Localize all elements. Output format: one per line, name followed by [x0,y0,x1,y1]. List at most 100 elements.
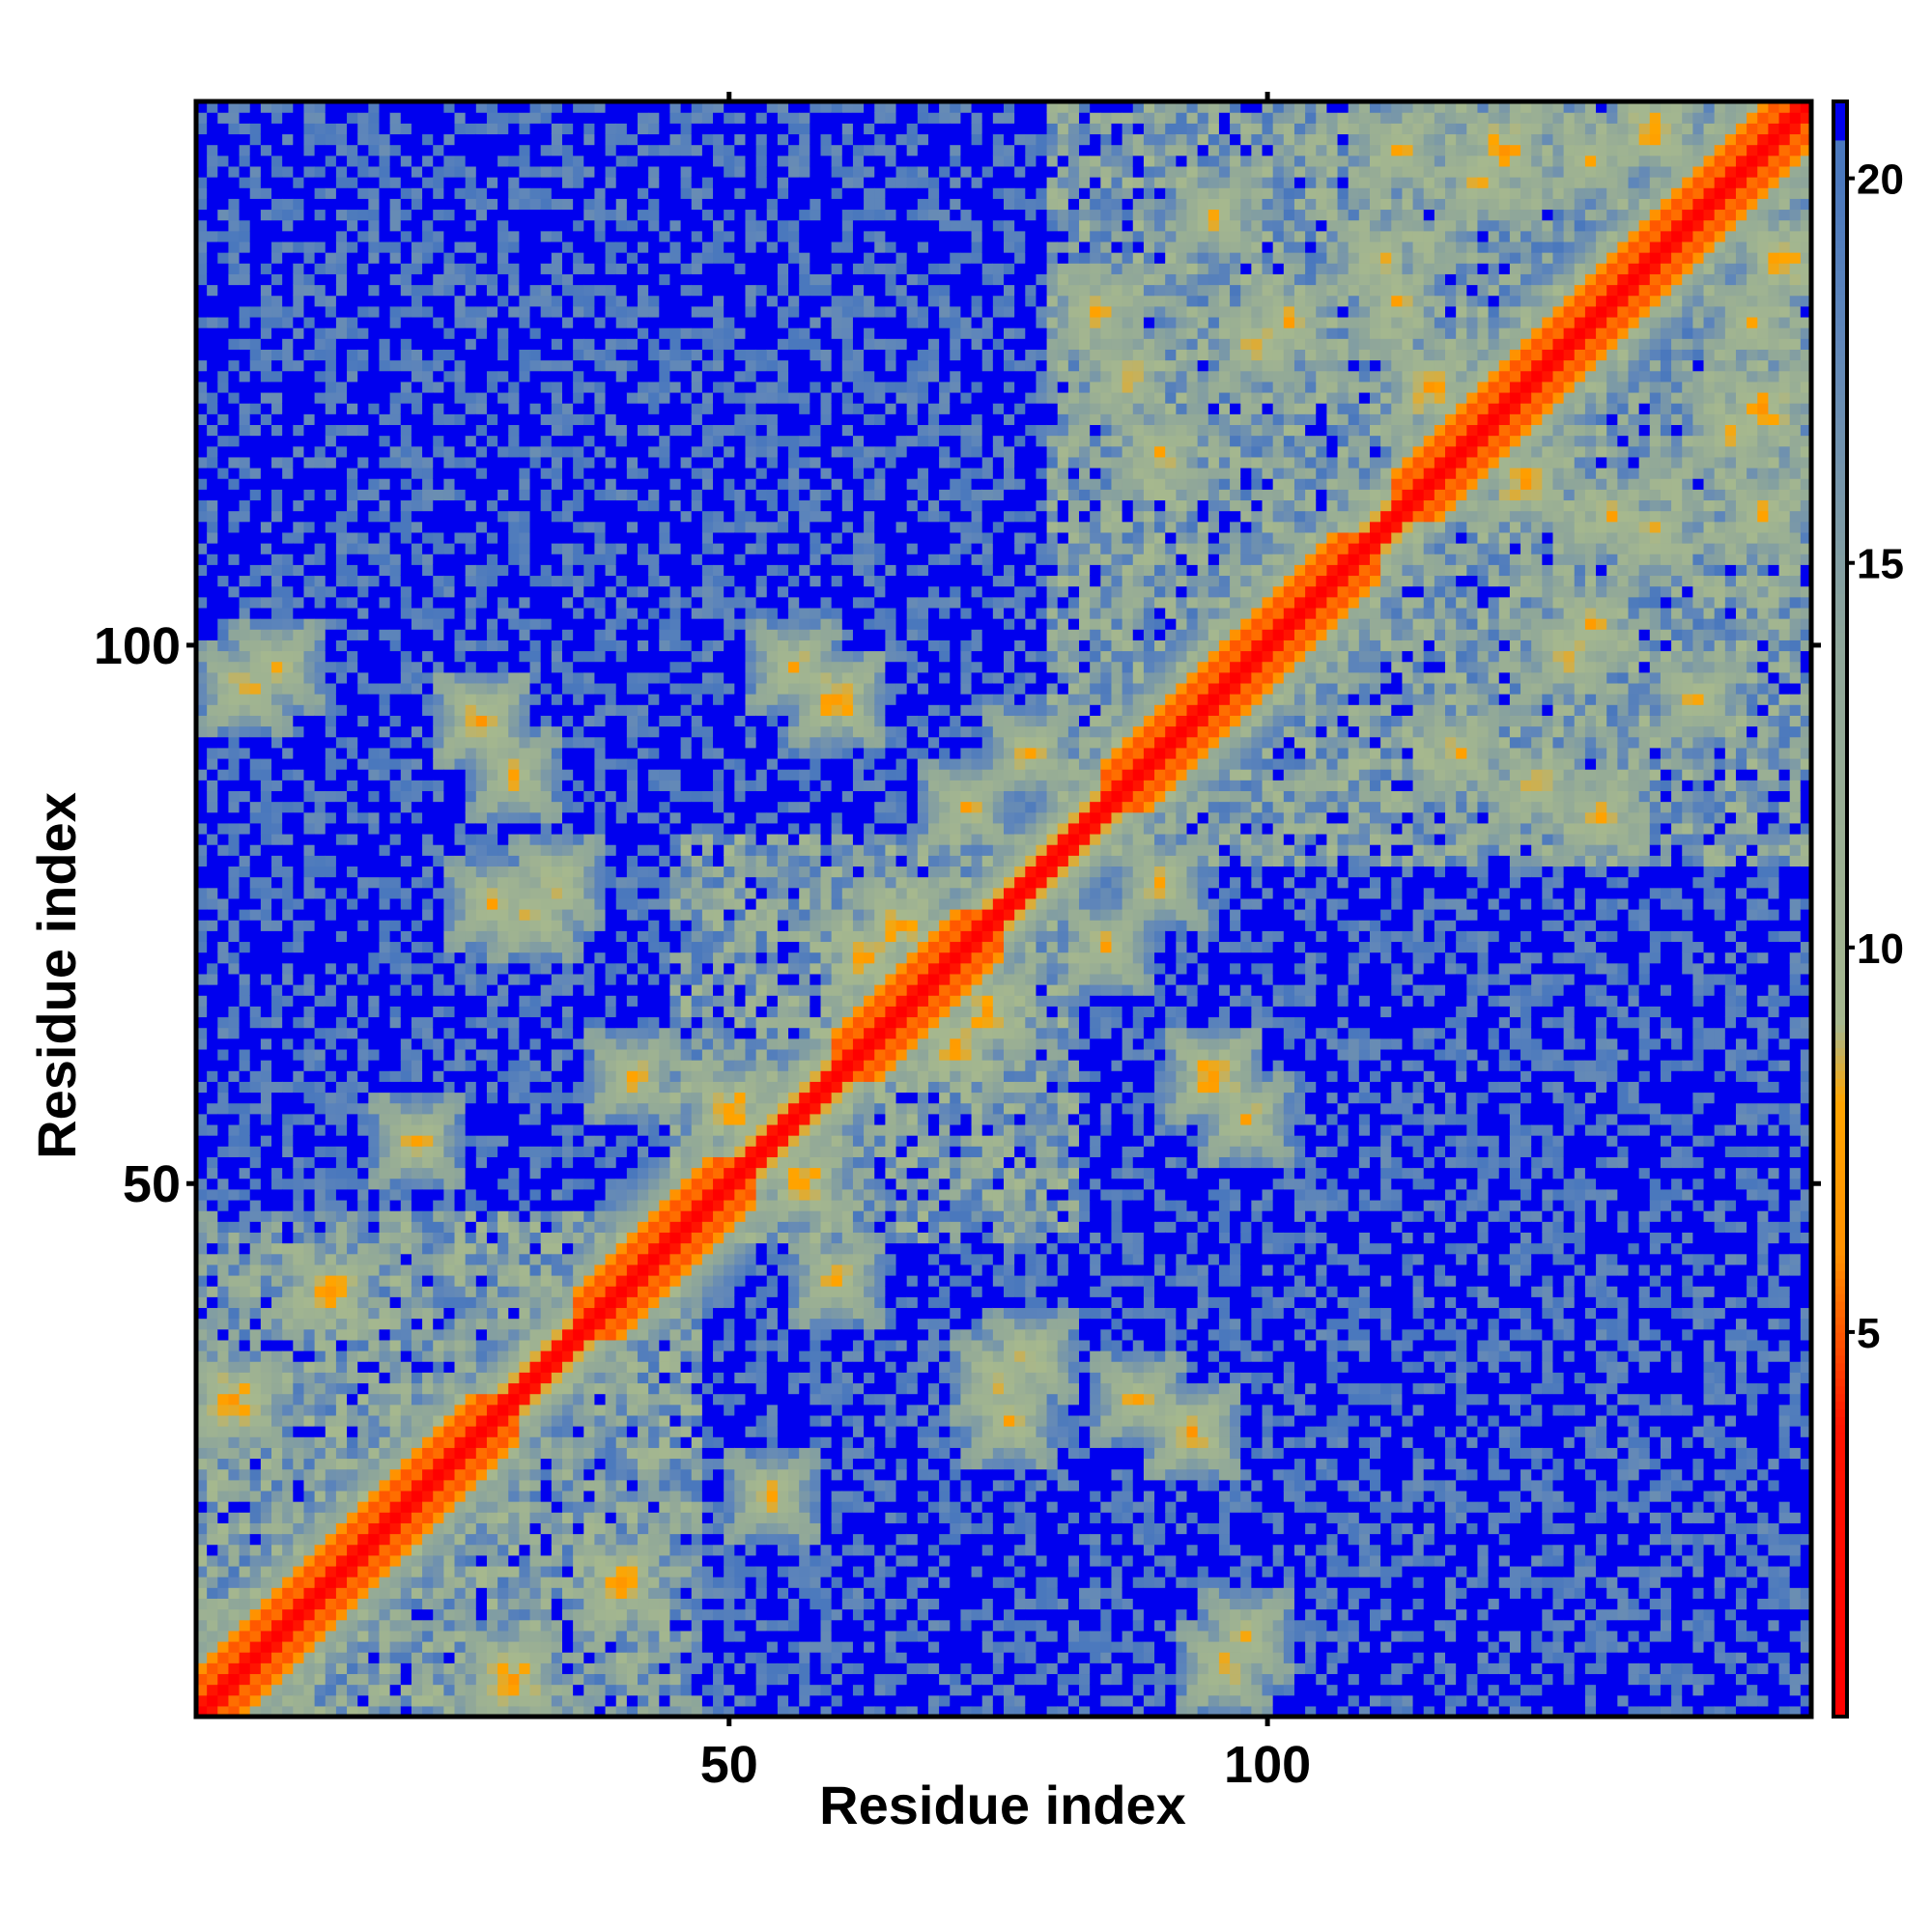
heatmap-cell [368,403,380,414]
heatmap-cell [433,823,444,835]
heatmap-cell [422,1361,434,1373]
heatmap-cell [379,112,390,124]
heatmap-cell [466,1006,477,1017]
heatmap-cell [466,1361,477,1373]
heatmap-cell [379,1038,390,1050]
heatmap-cell [240,1426,251,1437]
heatmap-cell [315,597,327,609]
heatmap-cell [466,694,477,705]
heatmap-cell [497,834,509,845]
heatmap-cell [508,844,520,856]
heatmap-cell [433,198,444,210]
heatmap-cell [541,1469,553,1481]
heatmap-cell [347,306,358,318]
heatmap-cell [282,855,294,867]
heatmap-cell [379,392,390,404]
heatmap-cell [466,898,477,910]
heatmap-cell [422,629,434,640]
heatmap-cell [401,457,412,469]
heatmap-cell [466,263,477,274]
heatmap-cell [303,1092,315,1103]
heatmap-cell [303,812,315,824]
heatmap-cell [466,1286,477,1297]
heatmap-cell [315,1382,327,1394]
heatmap-cell [250,1577,262,1588]
heatmap-cell [476,1673,488,1685]
heatmap-cell [487,1534,498,1546]
heatmap-cell [293,1016,304,1028]
heatmap-cell [519,1038,530,1050]
heatmap-cell [240,672,251,684]
heatmap-cell [390,1382,402,1394]
heatmap-cell [261,156,272,167]
heatmap-cell [466,1200,477,1211]
heatmap-cell [282,543,294,554]
heatmap-cell [530,1641,542,1653]
heatmap-cell [443,1512,455,1523]
heatmap-cell [508,1103,520,1115]
heatmap-cell [476,403,488,414]
heatmap-cell [466,1685,477,1696]
heatmap-cell [326,1189,337,1201]
heatmap-cell [336,1361,348,1373]
heatmap-cell [390,1480,402,1492]
heatmap-cell [357,1275,369,1287]
heatmap-cell [390,187,402,199]
heatmap-cell [368,1501,380,1513]
heatmap-cell [390,1405,402,1416]
heatmap-cell [466,650,477,662]
heatmap-cell [466,984,477,996]
heatmap-cell [379,1405,390,1416]
heatmap-cell [530,1447,542,1459]
heatmap-cell [368,1522,380,1534]
heatmap-cell [487,306,498,318]
heatmap-cell [347,317,358,328]
heatmap-cell [368,156,380,167]
heatmap-cell [530,532,542,544]
heatmap-cell [443,543,455,554]
heatmap-cell [443,995,455,1007]
heatmap-cell [336,198,348,210]
heatmap-cell [401,177,412,188]
heatmap-cell [476,209,488,220]
heatmap-cell [390,1620,402,1632]
heatmap-cell [422,683,434,695]
heatmap-cell [228,1340,240,1351]
heatmap-cell [390,618,402,630]
heatmap-cell [336,424,348,436]
heatmap-cell [271,1232,283,1243]
heatmap-cell [541,1436,553,1448]
heatmap-cell [368,1598,380,1609]
heatmap-cell [455,844,467,856]
heatmap-cell [207,737,218,749]
heatmap-cell [466,597,477,609]
heatmap-cell [282,1275,294,1287]
heatmap-cell [282,1254,294,1265]
heatmap-cell [455,1652,467,1663]
heatmap-cell [390,1566,402,1577]
heatmap-cell [336,941,348,952]
heatmap-cell [466,877,477,889]
heatmap-cell [552,1545,563,1556]
heatmap-cell [240,1092,251,1103]
heatmap-cell [519,145,530,156]
heatmap-cell [508,1221,520,1233]
heatmap-cell [519,586,530,598]
heatmap-cell [487,726,498,738]
heatmap-cell [401,758,412,770]
heatmap-cell [303,1275,315,1287]
heatmap-cell [240,489,251,500]
heatmap-cell [357,306,369,318]
heatmap-cell [326,1350,337,1362]
heatmap-cell [519,1566,530,1577]
heatmap-cell [207,145,218,156]
heatmap-cell [508,639,520,651]
heatmap-cell [412,1577,423,1588]
heatmap-cell [422,1179,434,1190]
heatmap-cell [379,1114,390,1125]
heatmap-cell [519,1124,530,1136]
heatmap-cell [347,1232,358,1243]
heatmap-cell [293,1695,304,1707]
heatmap-cell [530,844,542,856]
heatmap-cell [541,1405,553,1416]
